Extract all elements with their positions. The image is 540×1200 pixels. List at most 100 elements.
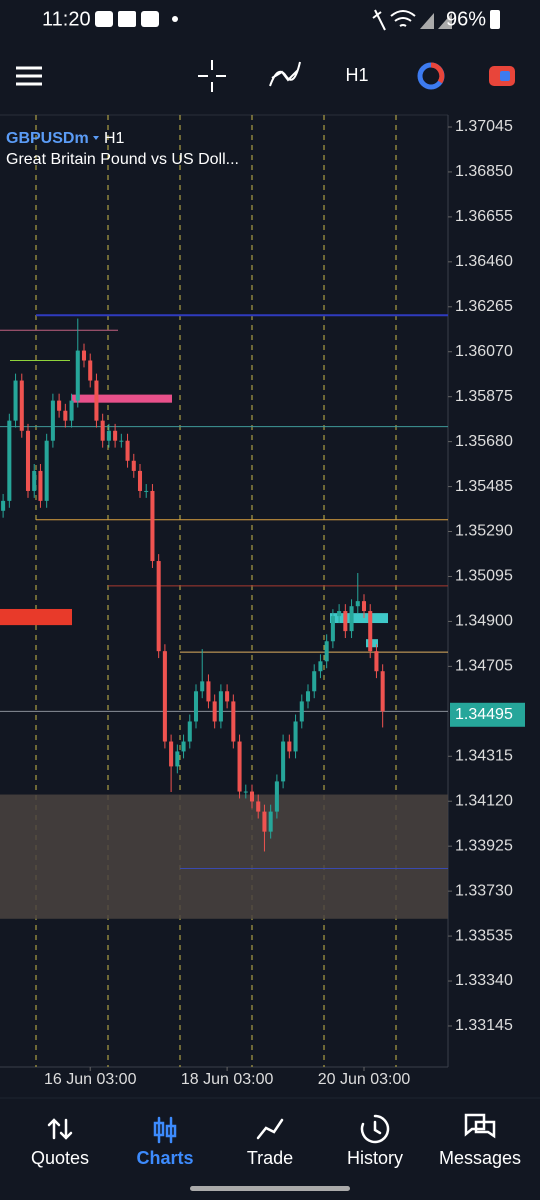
candle-body [38, 470, 43, 501]
mute-icon [372, 9, 386, 31]
y-tick-label: 1.34120 [455, 792, 513, 809]
status-time: 11:20 [42, 8, 91, 30]
candle-body [169, 741, 174, 767]
candle-body [206, 681, 211, 702]
battery-icon [490, 10, 500, 29]
candle-body [330, 616, 335, 642]
candle-body [131, 460, 136, 471]
nav-label[interactable]: Charts [136, 1148, 193, 1168]
y-tick-label: 1.34900 [455, 613, 513, 630]
candle-body [237, 741, 242, 792]
x-tick-label: 16 Jun 03:00 [44, 1071, 137, 1088]
trade-icon [500, 71, 510, 81]
y-tick-label: 1.36070 [455, 343, 513, 360]
candle-body [88, 360, 93, 381]
nav-icon[interactable] [153, 1116, 177, 1144]
y-tick-label: 1.33535 [455, 927, 513, 944]
y-tick-label: 1.36265 [455, 298, 513, 315]
signal-icon [420, 13, 452, 29]
candle-body [212, 701, 217, 722]
candle-body [144, 490, 149, 492]
y-tick-label: 1.33730 [455, 882, 513, 899]
bottom-nav: Quotes Charts Trade History Messages [31, 1113, 521, 1168]
x-tick-label: 18 Jun 03:00 [181, 1071, 274, 1088]
y-tick-label: 1.35875 [455, 388, 513, 405]
crosshair-button[interactable] [198, 60, 226, 92]
nav-icon[interactable] [256, 1118, 284, 1140]
battery-text: 96% [446, 8, 486, 30]
candle-body [312, 671, 317, 692]
candle-body [119, 440, 124, 442]
candle-body [374, 651, 379, 672]
plot [0, 314, 448, 919]
candle-body [305, 691, 311, 702]
candle-body [299, 701, 304, 722]
candle-body [81, 350, 87, 361]
candle-body [337, 611, 342, 617]
current-price-label: 1.34495 [455, 706, 513, 723]
candle-body [193, 691, 199, 722]
candle-body [175, 751, 180, 767]
candle-body [106, 430, 111, 441]
y-tick-label: 1.36655 [455, 208, 513, 225]
candle-body [156, 561, 161, 652]
candle-body [162, 651, 167, 742]
candle-body [349, 606, 354, 632]
status-dot [172, 16, 178, 22]
candle-body [32, 470, 37, 491]
candle-body [94, 380, 99, 421]
y-tick-label: 1.35095 [455, 568, 513, 585]
candle-body [7, 420, 12, 501]
nav-icon[interactable] [464, 1113, 496, 1139]
nav-icon[interactable] [47, 1118, 73, 1140]
price-zone [72, 394, 172, 403]
candle-body [287, 741, 292, 752]
objects-icon [430, 62, 445, 84]
symbol[interactable]: GBPUSDm [6, 130, 89, 147]
candle-body [181, 741, 186, 752]
y-tick-label: 1.35680 [455, 433, 513, 450]
y-tick-label: 1.36850 [455, 163, 513, 180]
candle-body [243, 791, 248, 793]
nav-label[interactable]: Trade [247, 1148, 293, 1168]
candle-body [25, 430, 31, 491]
price-zone [330, 613, 388, 624]
candle-body [268, 811, 273, 832]
candle-body [361, 601, 367, 612]
candle-body [318, 661, 323, 672]
home-indicator[interactable] [190, 1186, 350, 1191]
candle-body [187, 721, 192, 742]
y-tick-label: 1.34705 [455, 658, 513, 675]
status-icon [118, 11, 136, 27]
candle-body [44, 440, 49, 501]
candle-body [113, 430, 118, 441]
indicators-button[interactable] [269, 61, 301, 87]
price-zone [0, 794, 448, 919]
nav-label[interactable]: Quotes [31, 1148, 89, 1168]
candle-body [368, 611, 373, 652]
nav-label[interactable]: History [347, 1148, 403, 1168]
y-tick-label: 1.33925 [455, 837, 513, 854]
nav-label[interactable]: Messages [439, 1148, 521, 1168]
candle-body [355, 601, 360, 607]
y-tick-label: 1.35485 [455, 478, 513, 495]
y-tick-label: 1.33340 [455, 972, 513, 989]
candle-body [19, 380, 24, 431]
candle-body [125, 440, 130, 461]
candle-body [200, 681, 205, 692]
nav-icon[interactable] [360, 1114, 390, 1144]
candle-body [274, 781, 279, 812]
symbol-dropdown[interactable] [93, 136, 99, 140]
status-icon [141, 11, 159, 27]
candle-body [75, 350, 80, 401]
menu-button[interactable] [16, 66, 42, 86]
candle-body [231, 701, 236, 742]
y-tick-label: 1.37045 [455, 118, 513, 135]
timeframe-button[interactable]: H1 [345, 65, 368, 85]
candle-body [63, 410, 68, 421]
candle-body [293, 721, 298, 752]
current-price-box [450, 702, 525, 727]
candle-body [150, 490, 155, 562]
